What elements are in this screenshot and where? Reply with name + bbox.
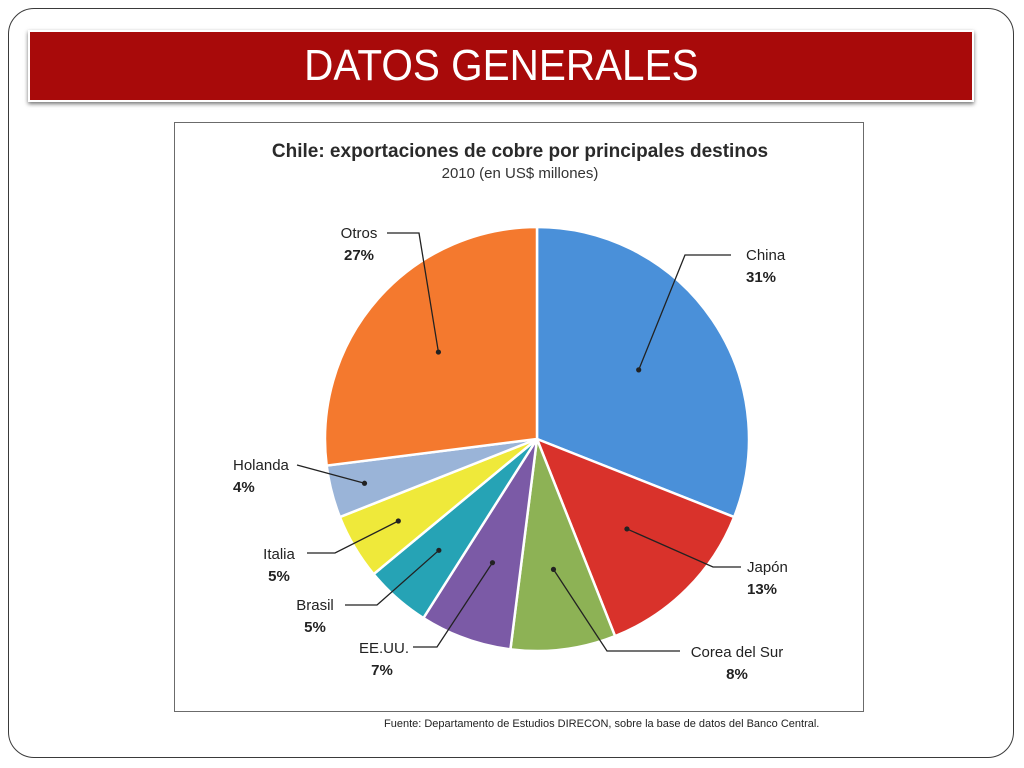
leader-dot-brasil [436,547,442,553]
leader-dot-china [636,367,642,373]
leader-dot-italia [395,518,401,524]
leader-line-ee-uu [413,562,494,648]
label-italia: Italia 5% [259,544,299,588]
label-china-pct: 31% [746,269,777,286]
chart-source: Fuente: Departamento de Estudios DIRECON… [384,718,820,730]
leader-line-italia [307,520,399,554]
slide-title: DATOS GENERALES [303,41,699,90]
label-eeuu-pct: 7% [371,662,393,679]
label-brasil: Brasil 5% [291,595,339,639]
label-corea-pct: 8% [726,666,748,683]
label-china: China 31% [746,245,785,289]
pie-chart [296,225,751,653]
leader-dot-ee-uu [489,560,496,566]
pie-slice-otros [323,225,539,467]
label-otros-name: Otros [340,225,378,242]
pie-slice-corea-del-sur [509,438,617,653]
leader-dot-corea-del-sur [550,566,557,573]
label-eeuu: EE.UU. 7% [359,638,410,682]
label-holanda: Holanda 4% [233,455,289,499]
label-otros: Otros 27% [337,223,381,267]
label-eeuu-name: EE.UU. [359,640,410,657]
label-italia-pct: 5% [268,568,290,585]
label-italia-name: Italia [263,546,295,563]
label-japon-pct: 13% [747,581,778,598]
label-japon-name: Japón [747,559,788,576]
label-holanda-name: Holanda [233,457,289,474]
leader-line-japon [626,528,741,568]
leader-line-brasil [345,549,440,606]
chart-container: Chile: exportaciones de cobre por princi… [174,122,864,712]
pie-slice-japon [534,436,736,638]
label-corea-name: Corea del Sur [690,644,784,661]
leader-line-holanda [296,464,365,484]
label-brasil-pct: 5% [304,619,326,636]
label-otros-pct: 27% [343,247,375,264]
label-china-name: China [746,247,786,264]
chart-title: Chile: exportaciones de cobre por princi… [271,141,769,162]
label-japon: Japón 13% [747,557,788,601]
leader-dot-japon [624,526,630,532]
leader-line-otros [387,232,440,353]
leader-line-corea-del-sur [552,569,680,652]
label-holanda-pct: 4% [233,479,255,496]
pie-slice-china [535,225,751,519]
chart-subtitle: 2010 (en US$ millones) [441,165,599,182]
leader-dot-otros [435,349,442,355]
label-brasil-name: Brasil [296,597,334,614]
leader-dot-holanda [361,480,368,486]
title-bar: DATOS GENERALES [28,30,974,102]
label-corea: Corea del Sur 8% [687,642,787,686]
leader-line-china [638,254,731,371]
